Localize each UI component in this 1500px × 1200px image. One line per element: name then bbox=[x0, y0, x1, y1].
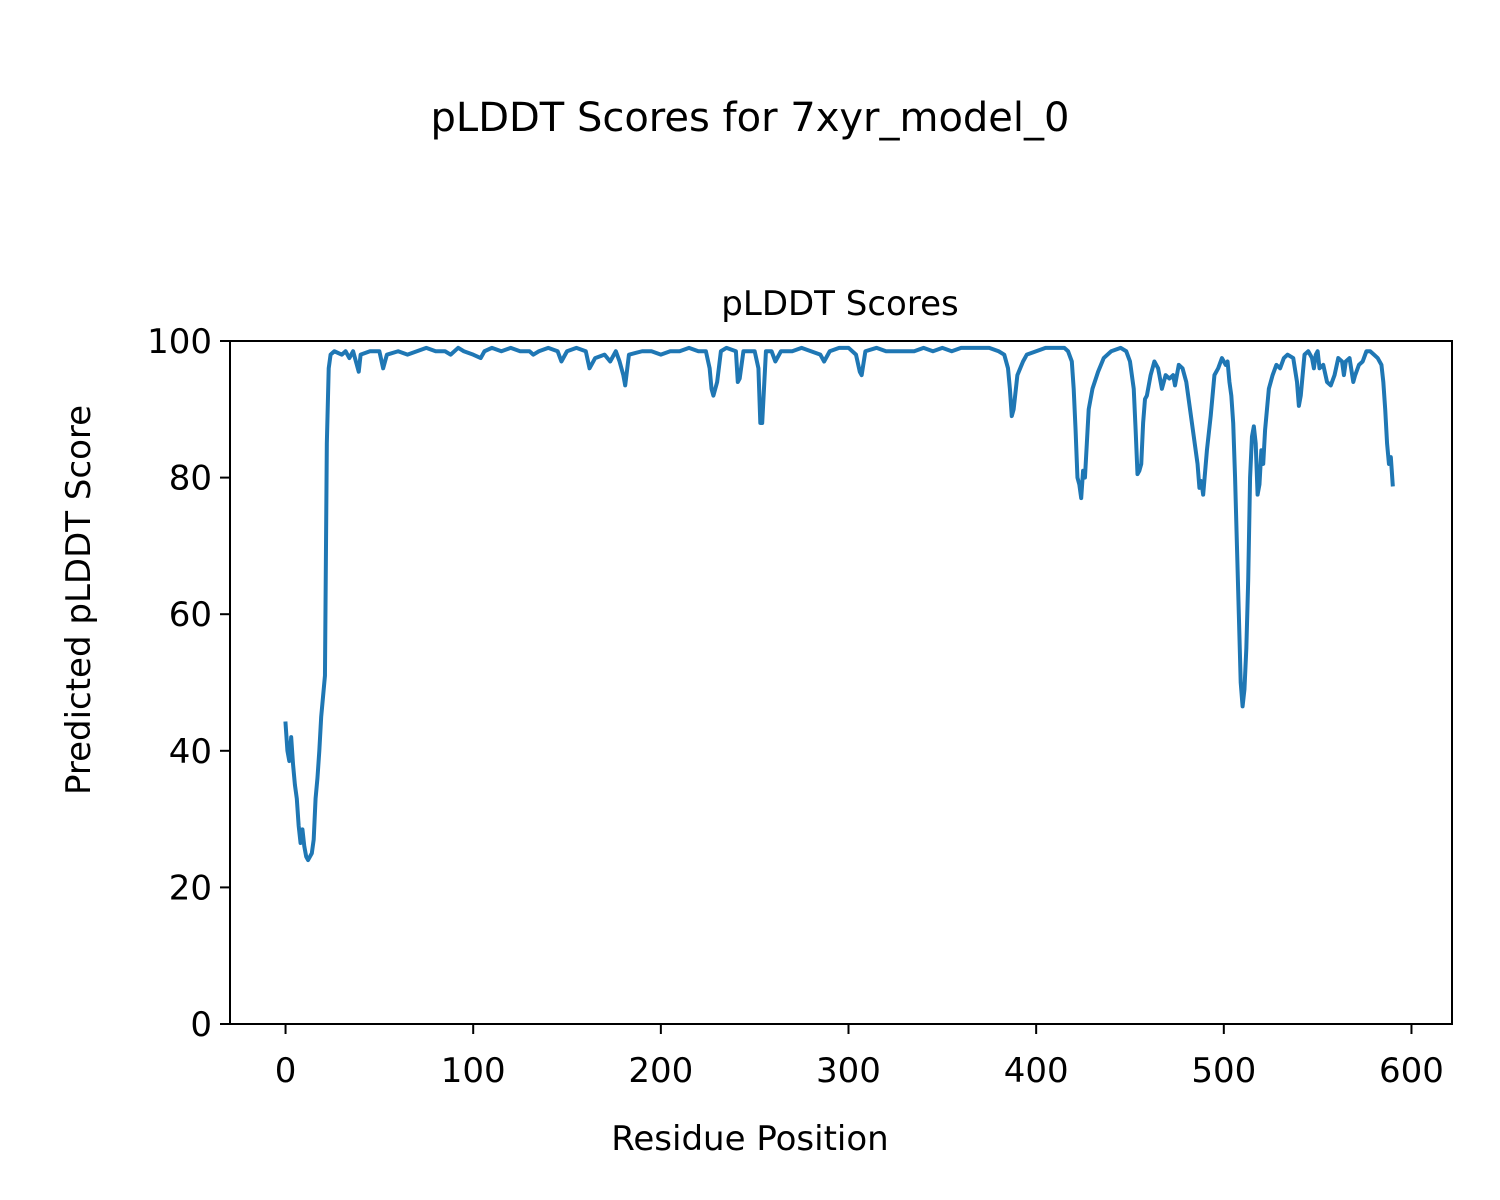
axis-ticks: 0 100 200 300 400 500 600 0 20 40 60 80 100 bbox=[147, 322, 1444, 1091]
plot-area-frame bbox=[229, 340, 1453, 1025]
x-axis-label: Residue Position bbox=[611, 1119, 888, 1159]
plddt-series-line bbox=[283, 345, 1395, 863]
x-tick-label: 500 bbox=[1191, 1051, 1256, 1091]
x-tick-label: 100 bbox=[441, 1051, 506, 1091]
y-tick-label: 20 bbox=[169, 868, 212, 908]
plot-title: pLDDT Scores bbox=[721, 284, 958, 324]
y-tick-label: 80 bbox=[169, 459, 212, 499]
x-tick-label: 200 bbox=[628, 1051, 693, 1091]
x-tick-label: 400 bbox=[1004, 1051, 1069, 1091]
y-axis-label: Predicted pLDDT Score bbox=[59, 405, 99, 795]
x-tick-label: 300 bbox=[816, 1051, 881, 1091]
y-tick-label: 0 bbox=[190, 1005, 212, 1045]
y-tick-label: 40 bbox=[169, 732, 212, 772]
y-tick-label: 60 bbox=[169, 595, 212, 635]
figure-suptitle: pLDDT Scores for 7xyr_model_0 bbox=[430, 95, 1070, 141]
y-tick-label: 100 bbox=[147, 322, 212, 362]
axes: pLDDT Scores Residue Position Predicted … bbox=[59, 284, 1453, 1159]
x-tick-label: 0 bbox=[275, 1051, 297, 1091]
x-tick-label: 600 bbox=[1379, 1051, 1444, 1091]
